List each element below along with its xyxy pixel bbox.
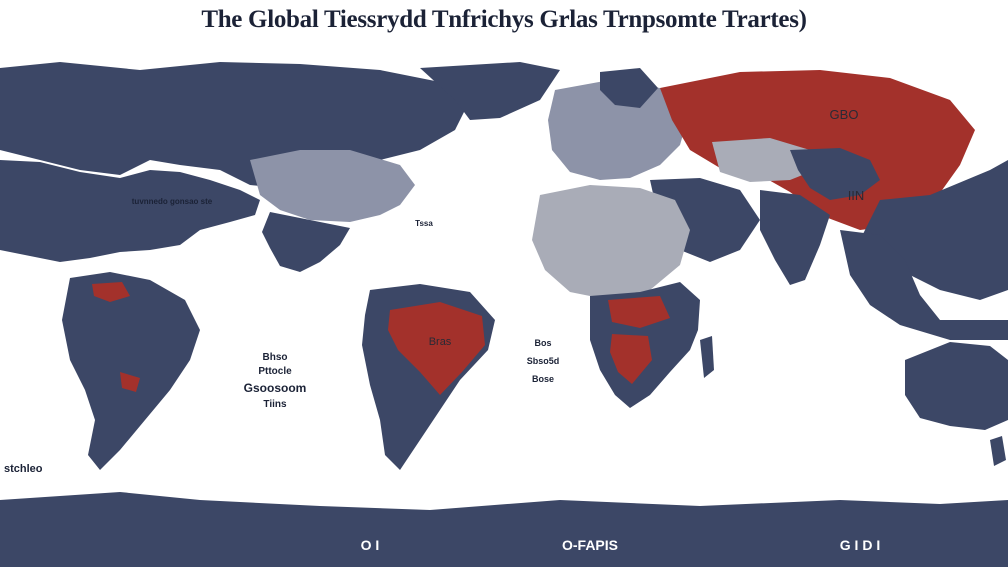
- region-greenland: [420, 62, 560, 120]
- region-antarctica: [0, 492, 1008, 567]
- label-atlantic-left-3: Gsoosoom: [244, 381, 307, 395]
- label-caribbean-caption: Tssa: [415, 219, 433, 228]
- label-atlantic-right-1: Bos: [534, 338, 551, 348]
- region-new-zealand: [990, 436, 1006, 466]
- region-mexico: [262, 212, 350, 272]
- region-usa: [250, 150, 415, 222]
- label-atlantic-right-2: Sbso5d: [527, 356, 560, 366]
- region-se-asia: [840, 230, 1008, 340]
- region-europe: [548, 80, 690, 180]
- region-madagascar: [700, 336, 714, 378]
- region-chile-segment: [120, 372, 140, 392]
- region-australia: [905, 342, 1008, 430]
- label-pacific-caption: tuvnnedo gonsao ste: [132, 197, 213, 206]
- region-north-africa: [532, 185, 690, 300]
- label-brazil: Bras: [429, 336, 452, 348]
- label-russia-bottom: IIN: [848, 188, 865, 203]
- region-south-america-west: [62, 272, 200, 470]
- region-china: [790, 148, 880, 200]
- region-west-us: [0, 160, 260, 262]
- label-antarctica-middle: O-FAPIS: [562, 537, 618, 553]
- region-central-asia: [712, 138, 820, 182]
- label-atlantic-right-3: Bose: [532, 374, 554, 384]
- label-atlantic-left-2: Pttocle: [258, 366, 292, 377]
- label-atlantic-left-4: Tiins: [263, 399, 287, 410]
- label-antarctica-right: G I D I: [840, 537, 880, 553]
- region-africa-highlight-south: [610, 334, 652, 384]
- region-scandinavia: [600, 68, 658, 108]
- label-atlantic-left-1: Bhso: [263, 352, 288, 363]
- region-africa-highlight-north: [608, 296, 670, 328]
- label-antarctica-left: O I: [361, 537, 380, 553]
- region-india: [760, 190, 830, 285]
- label-west-edge: stchleo: [4, 463, 43, 475]
- label-russia-top: GBO: [830, 107, 859, 122]
- map-title: The Global Tiessrydd Tnfrichys Grlas Trn…: [201, 6, 807, 33]
- region-brazil: [388, 302, 485, 395]
- region-venezuela: [92, 282, 130, 302]
